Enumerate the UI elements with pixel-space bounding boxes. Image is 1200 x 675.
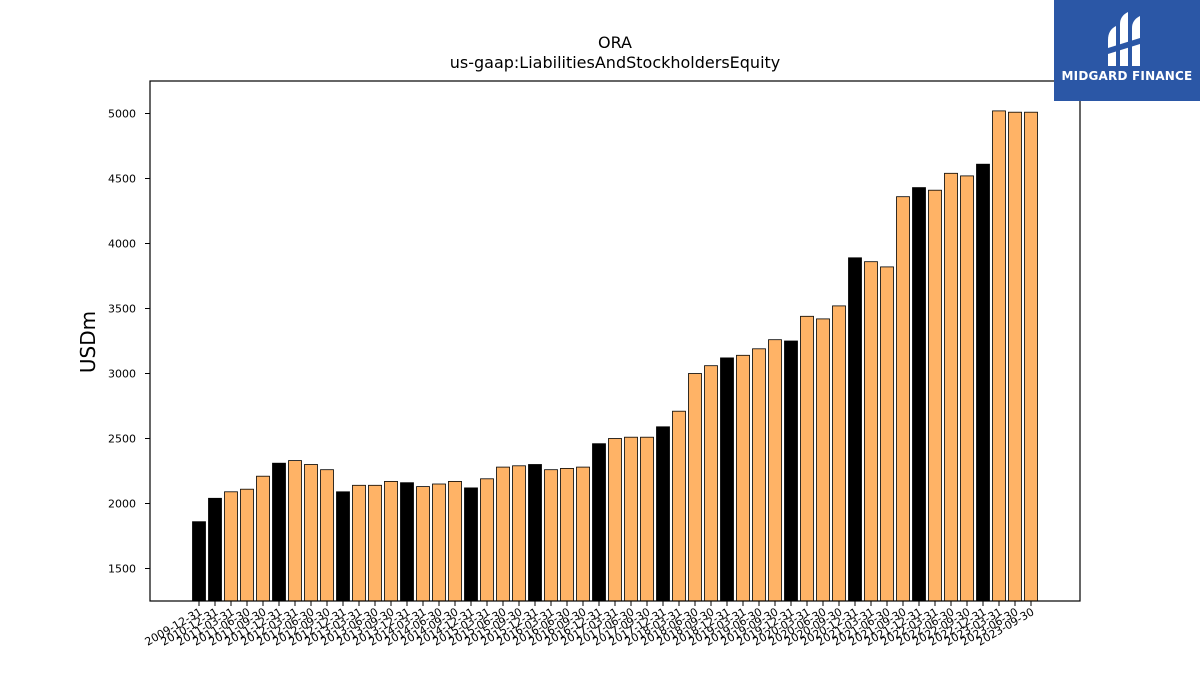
brand-name: MIDGARD FINANCE xyxy=(1061,69,1193,83)
y-tick-label: 2500 xyxy=(108,433,136,446)
bar-2021-06-30 xyxy=(880,266,894,602)
bar-2013-03-31 xyxy=(352,484,366,602)
bar-2013-06-30 xyxy=(368,484,382,602)
bar-2019-03-31 xyxy=(736,354,750,602)
y-axis-label: USDm xyxy=(76,311,100,373)
bar-2014-06-30 xyxy=(432,483,446,602)
bar-2012-03-31 xyxy=(288,460,302,602)
chart-subtitle: us-gaap:LiabilitiesAndStockholdersEquity xyxy=(450,53,781,72)
y-tick-label: 1500 xyxy=(108,563,136,576)
bar-2020-09-30 xyxy=(832,305,846,602)
bar-2012-12-31 xyxy=(336,491,350,602)
bar-2020-12-31 xyxy=(848,257,862,602)
bar-2009-12-31 xyxy=(192,521,206,602)
bar-2021-03-31 xyxy=(864,261,878,602)
y-tick-label: 4000 xyxy=(108,238,136,251)
bar-2021-09-30 xyxy=(896,196,910,602)
bar-2018-06-30 xyxy=(688,373,702,602)
bar-2018-09-30 xyxy=(704,365,718,602)
bar-2015-03-31 xyxy=(480,478,494,602)
bar-2012-09-30 xyxy=(320,469,334,602)
bar-2013-12-31 xyxy=(400,482,414,602)
bar-2022-09-30 xyxy=(960,175,974,602)
y-tick-label: 4500 xyxy=(108,173,136,186)
bar-2012-06-30 xyxy=(304,464,318,602)
brand-mark-icon xyxy=(1108,12,1140,66)
bar-2010-12-31 xyxy=(208,497,222,602)
bar-2020-03-31 xyxy=(800,315,814,602)
y-tick-label: 3000 xyxy=(108,368,136,381)
bar-2017-06-30 xyxy=(624,436,638,602)
bar-2017-09-30 xyxy=(640,436,654,602)
bar-2023-03-31 xyxy=(992,110,1006,602)
bar-2018-03-31 xyxy=(672,410,686,602)
bar-2015-06-30 xyxy=(496,466,510,602)
bar-2017-03-31 xyxy=(608,438,622,602)
y-axis-ticks: 1500 2000 2500 3000 3500 4000 4500 5000 xyxy=(108,108,150,576)
bar-2022-06-30 xyxy=(944,172,958,602)
chart-title: ORA xyxy=(598,33,632,52)
bar-2013-09-30 xyxy=(384,480,398,602)
plot-frame xyxy=(149,80,1081,602)
bar-2016-09-30 xyxy=(576,466,590,602)
bar-2016-06-30 xyxy=(560,467,574,602)
bar-2019-09-30 xyxy=(768,339,782,602)
bar-2014-12-31 xyxy=(464,487,478,602)
bar-2015-12-31 xyxy=(528,464,542,602)
bar-2011-09-30 xyxy=(256,475,270,602)
bar-2011-12-31 xyxy=(272,462,286,602)
bar-2023-09-30 xyxy=(1024,111,1038,602)
y-tick-label: 3500 xyxy=(108,303,136,316)
bar-2022-12-31 xyxy=(976,163,990,602)
bar-2016-12-31 xyxy=(592,443,606,602)
bar-2016-03-31 xyxy=(544,469,558,602)
bar-2023-06-30 xyxy=(1008,111,1022,602)
bar-2020-06-30 xyxy=(816,318,830,602)
bar-2017-12-31 xyxy=(656,426,670,602)
y-tick-label: 5000 xyxy=(108,108,136,121)
x-axis-ticks: 2009-12-312010-12-312011-03-312011-06-30… xyxy=(143,601,1037,649)
bar-2011-06-30 xyxy=(240,488,254,602)
bar-2014-09-30 xyxy=(448,480,462,602)
bar-2011-03-31 xyxy=(224,491,238,602)
bar-2022-03-31 xyxy=(928,189,942,602)
y-tick-label: 2000 xyxy=(108,498,136,511)
brand-logo: MIDGARD FINANCE xyxy=(1054,0,1200,101)
bar-2015-09-30 xyxy=(512,465,526,602)
bar-2021-12-31 xyxy=(912,187,926,602)
bar-2019-12-31 xyxy=(784,340,798,602)
bar-2019-06-30 xyxy=(752,348,766,602)
bar-2018-12-31 xyxy=(720,357,734,602)
bars-group xyxy=(192,110,1038,602)
bar-2014-03-31 xyxy=(416,486,430,602)
